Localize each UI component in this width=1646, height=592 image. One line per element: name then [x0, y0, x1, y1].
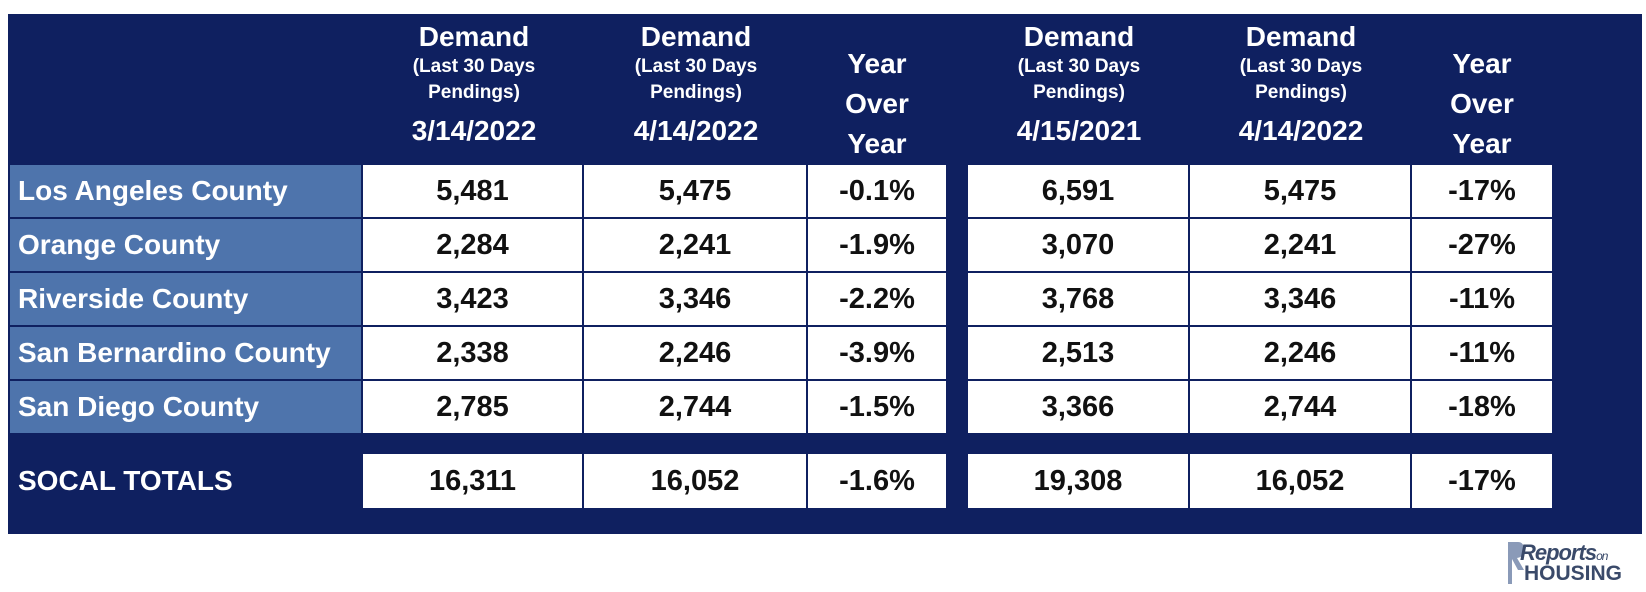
totals-cell: 16,052: [584, 454, 806, 508]
header-title: Demand: [1023, 21, 1135, 52]
header-col-3: Year Over Year: [808, 44, 946, 164]
header-date: 3/14/2022: [411, 115, 537, 146]
table-cell: 5,475: [1190, 165, 1410, 217]
table-cell: -1.9%: [808, 219, 946, 271]
header-date: 4/15/2021: [1016, 115, 1142, 146]
header-yoy-line: Year: [1452, 128, 1512, 159]
table-cell: 5,475: [584, 165, 806, 217]
header-yoy-line: Year: [1452, 48, 1512, 79]
header-col-4: Demand (Last 30 Days Pendings) 4/15/2021: [968, 20, 1190, 148]
header-date: 4/14/2022: [1238, 115, 1364, 146]
table-cell: 3,366: [968, 381, 1188, 433]
totals-label: SOCAL TOTALS: [18, 465, 233, 496]
table-cell: -2.2%: [808, 273, 946, 325]
totals-cell: 16,311: [363, 454, 582, 508]
header-col-6: Year Over Year: [1412, 44, 1552, 164]
header-col-2: Demand (Last 30 Days Pendings) 4/14/2022: [584, 20, 808, 148]
logo-line-2: HOUSING: [1524, 562, 1623, 585]
table-cell: 2,241: [1190, 219, 1410, 271]
totals-cell: -17%: [1412, 454, 1552, 508]
header-title: Demand: [418, 21, 530, 52]
county-label-san-bernardino: San Bernardino County: [10, 327, 361, 379]
totals-cell: -1.6%: [808, 454, 946, 508]
header-yoy-line: Year: [847, 128, 907, 159]
totals-cell: 16,052: [1190, 454, 1410, 508]
header-yoy-line: Over: [1450, 88, 1514, 119]
header-subtitle: Pendings): [1255, 82, 1347, 103]
county-label-orange: Orange County: [10, 219, 361, 271]
table-cell: -18%: [1412, 381, 1552, 433]
table-cell: -11%: [1412, 273, 1552, 325]
table-cell: -0.1%: [808, 165, 946, 217]
logo-line-1: Reportson: [1520, 540, 1609, 565]
header-subtitle: (Last 30 Days: [1017, 56, 1141, 77]
table-cell: -3.9%: [808, 327, 946, 379]
table-cell: 5,481: [363, 165, 582, 217]
county-label-los-angeles: Los Angeles County: [10, 165, 361, 217]
table-cell: 2,241: [584, 219, 806, 271]
header-subtitle: (Last 30 Days: [634, 56, 758, 77]
table-cell: 2,338: [363, 327, 582, 379]
header-subtitle: Pendings): [650, 82, 742, 103]
table-cell: 2,284: [363, 219, 582, 271]
table-cell: 2,246: [584, 327, 806, 379]
header-subtitle: (Last 30 Days: [412, 56, 536, 77]
table-cell: 3,346: [1190, 273, 1410, 325]
table-cell: -1.5%: [808, 381, 946, 433]
totals-cell: 19,308: [968, 454, 1188, 508]
table-cell: 3,346: [584, 273, 806, 325]
header-subtitle: (Last 30 Days: [1239, 56, 1363, 77]
table-cell: -27%: [1412, 219, 1552, 271]
table-cell: -17%: [1412, 165, 1552, 217]
county-label-san-diego: San Diego County: [10, 381, 361, 433]
header-title: Demand: [1245, 21, 1357, 52]
header-subtitle: Pendings): [428, 82, 520, 103]
table-cell: 2,744: [1190, 381, 1410, 433]
header-title: Demand: [640, 21, 752, 52]
table-cell: 2,513: [968, 327, 1188, 379]
table-cell: 3,423: [363, 273, 582, 325]
table-cell: 2,744: [584, 381, 806, 433]
header-col-5: Demand (Last 30 Days Pendings) 4/14/2022: [1190, 20, 1412, 148]
header-date: 4/14/2022: [633, 115, 759, 146]
reports-on-housing-logo: Reportson HOUSING: [1464, 538, 1634, 588]
logo-mark-icon: [1508, 542, 1524, 584]
table-cell: -11%: [1412, 327, 1552, 379]
table-cell: 2,246: [1190, 327, 1410, 379]
header-subtitle: Pendings): [1033, 82, 1125, 103]
county-label-riverside: Riverside County: [10, 273, 361, 325]
table-cell: 3,070: [968, 219, 1188, 271]
demand-table: Demand (Last 30 Days Pendings) 3/14/2022…: [8, 14, 1642, 534]
header-yoy-line: Year: [847, 48, 907, 79]
header-yoy-line: Over: [845, 88, 909, 119]
table-cell: 2,785: [363, 381, 582, 433]
header-col-1: Demand (Last 30 Days Pendings) 3/14/2022: [363, 20, 585, 148]
table-cell: 6,591: [968, 165, 1188, 217]
table-cell: 3,768: [968, 273, 1188, 325]
